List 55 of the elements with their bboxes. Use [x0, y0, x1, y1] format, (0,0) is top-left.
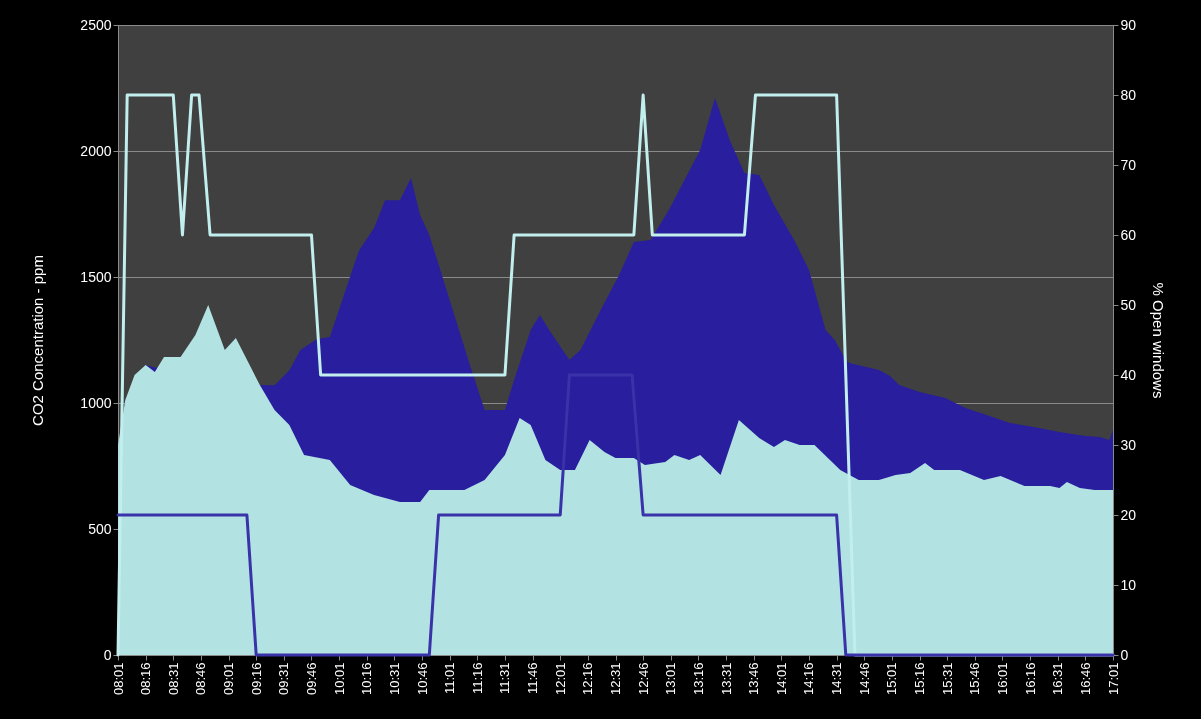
- x-tick-label: 13:46: [746, 662, 762, 696]
- y-tick-label: 2500: [80, 16, 112, 33]
- x-tick-label: 16:16: [1022, 662, 1038, 696]
- x-tick-label: 12:46: [635, 662, 651, 696]
- y2-tick-label: 90: [1120, 16, 1137, 33]
- x-tick-label: 14:16: [801, 662, 817, 696]
- x-tick-label: 11:46: [525, 662, 541, 695]
- x-tick-label: 15:31: [939, 662, 955, 696]
- x-tick-label: 11:16: [469, 662, 485, 695]
- y2-tick-label: 30: [1120, 436, 1137, 453]
- x-tick-label: 08:16: [138, 662, 154, 696]
- x-tick-label: 17:01: [1105, 662, 1121, 696]
- x-tick-label: 10:16: [359, 662, 375, 696]
- x-tick-label: 09:16: [248, 662, 264, 696]
- x-tick-label: 14:46: [856, 662, 872, 696]
- x-tick-label: 13:01: [663, 662, 679, 696]
- x-tick-label: 11:31: [497, 662, 513, 695]
- y-tick-label: 2000: [80, 142, 112, 159]
- x-tick-label: 12:31: [608, 662, 623, 696]
- y2-tick-label: 20: [1120, 506, 1137, 523]
- x-tick-label: 14:31: [829, 662, 845, 696]
- x-tick-label: 09:31: [276, 662, 292, 696]
- x-tick-label: 16:31: [1050, 662, 1066, 696]
- y2-tick-label: 80: [1120, 86, 1137, 103]
- x-tick-label: 16:01: [994, 662, 1010, 696]
- x-tick-label: 08:46: [193, 662, 209, 696]
- y-tick-label: 0: [103, 646, 112, 663]
- y-axis-title: CO2 Concentration - ppm: [29, 255, 47, 426]
- x-tick-label: 10:46: [414, 662, 430, 696]
- x-tick-label: 09:01: [221, 662, 237, 696]
- x-tick-label: 13:16: [690, 662, 706, 696]
- y2-axis-title: % Open windows: [1150, 282, 1168, 399]
- x-tick-label: 09:46: [303, 662, 319, 696]
- x-tick-label: 14:01: [773, 662, 789, 696]
- x-tick-label: 15:46: [967, 662, 983, 696]
- y2-tick-label: 10: [1120, 576, 1137, 593]
- x-tick-label: 10:31: [386, 662, 402, 696]
- x-tick-label: 13:31: [718, 662, 734, 696]
- x-tick-label: 12:01: [552, 662, 568, 696]
- x-tick-label: 08:01: [110, 662, 126, 696]
- x-tick-label: 15:01: [884, 662, 900, 696]
- x-tick-label: 10:01: [331, 662, 347, 696]
- y-tick-label: 500: [88, 520, 112, 537]
- x-tick-label: 15:16: [912, 662, 928, 696]
- x-tick-label: 11:01: [442, 662, 458, 695]
- y2-tick-label: 50: [1120, 296, 1137, 313]
- x-tick-label: 16:46: [1077, 662, 1093, 696]
- y2-tick-label: 40: [1120, 366, 1137, 383]
- y2-tick-label: 60: [1120, 226, 1137, 243]
- y2-tick-label: 0: [1120, 646, 1129, 663]
- y-tick-label: 1000: [80, 394, 112, 411]
- x-tick-label: 12:16: [580, 662, 596, 696]
- y2-tick-label: 70: [1120, 156, 1137, 173]
- y-tick-label: 1500: [80, 268, 112, 285]
- x-tick-label: 08:31: [165, 662, 181, 696]
